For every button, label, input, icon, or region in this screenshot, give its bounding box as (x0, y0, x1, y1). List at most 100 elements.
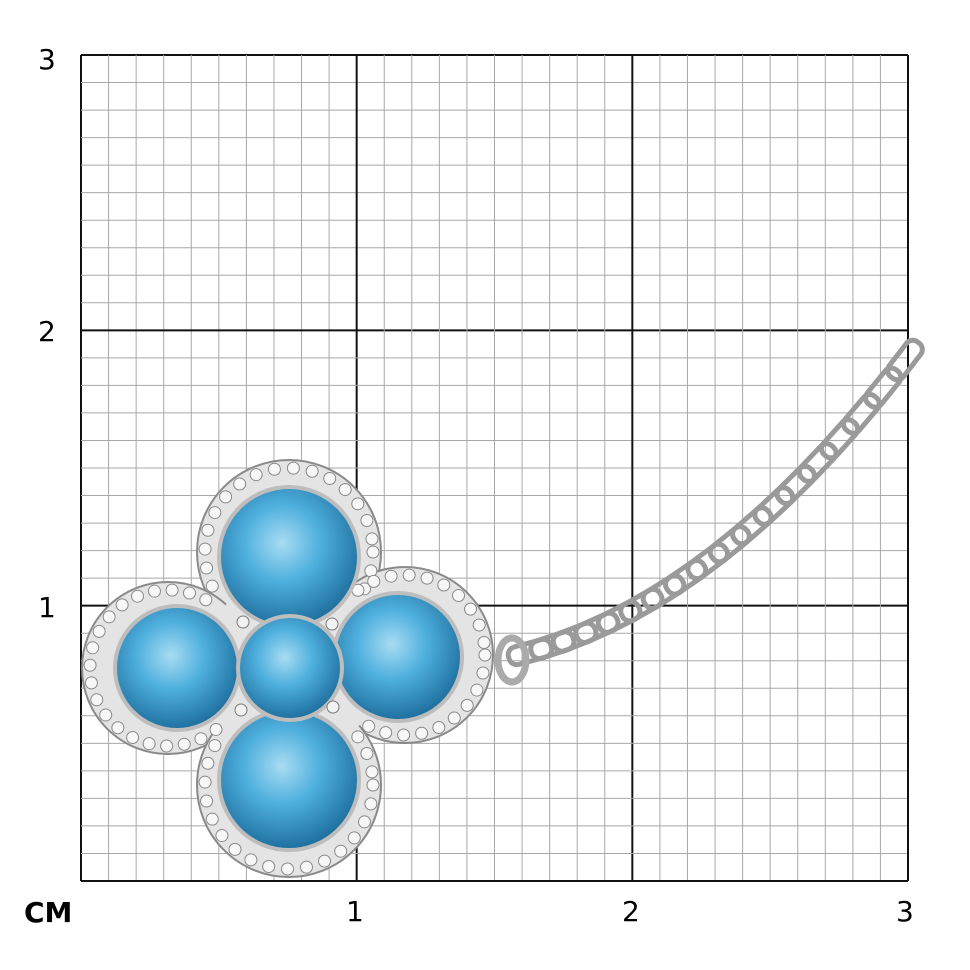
halo-diamond (472, 618, 486, 632)
halo-diamond (286, 461, 300, 475)
chain-link (640, 573, 687, 611)
chain-link (663, 558, 709, 597)
halo-diamond (364, 797, 378, 811)
halo-diamond (147, 584, 161, 598)
halo-diamond (198, 542, 212, 556)
x-tick-1: 1 (346, 895, 364, 928)
halo-diamond (228, 842, 242, 856)
halo-diamond (360, 747, 374, 761)
halo-diamond (478, 648, 492, 662)
halo-diamond (83, 658, 97, 672)
halo-diamond (379, 726, 393, 740)
halo-diamond (384, 569, 398, 583)
chain-link (618, 586, 665, 624)
stone-left (113, 604, 241, 732)
chain-link (573, 610, 621, 645)
chain-link (752, 485, 796, 527)
halo-diamond (432, 721, 446, 735)
halo-diamond (182, 586, 196, 600)
halo-diamond (317, 854, 331, 868)
chain-link (841, 392, 882, 436)
halo-diamond (351, 497, 365, 511)
chain-link (685, 541, 731, 582)
halo-diamond (249, 468, 263, 482)
chain-link (796, 441, 839, 484)
y-tick-2: 2 (38, 315, 56, 348)
halo-diamond (362, 719, 376, 733)
x-tick-3: 3 (896, 895, 914, 928)
halo-diamond (208, 739, 222, 753)
halo-diamond (357, 815, 371, 829)
halo-diamond (366, 778, 380, 792)
halo-diamond (131, 589, 145, 603)
halo-diamond (365, 765, 379, 779)
halo-diamond (244, 853, 258, 867)
chain-link (730, 505, 774, 547)
halo-diamond (111, 721, 125, 735)
chain-link (528, 629, 577, 662)
halo-diamond (201, 756, 215, 770)
y-tick-1: 1 (38, 591, 56, 624)
halo-diamond (476, 666, 490, 680)
halo-diamond (209, 722, 223, 736)
halo-diamond (402, 568, 416, 582)
halo-diamond (165, 583, 179, 597)
chain-link (774, 463, 817, 506)
halo-diamond (447, 711, 461, 725)
halo-diamond (205, 812, 219, 826)
halo-diamond (160, 739, 174, 753)
halo-diamond (200, 561, 214, 575)
halo-diamond (366, 545, 380, 559)
halo-diamond (299, 860, 313, 874)
chain-link (863, 365, 904, 410)
halo-diamond (334, 844, 348, 858)
halo-diamond (205, 579, 219, 593)
halo-diamond (200, 794, 214, 808)
halo-diamond (92, 624, 106, 638)
halo-diamond (86, 641, 100, 655)
chain (505, 337, 925, 668)
halo-diamond (437, 578, 451, 592)
chain-link (505, 636, 555, 668)
halo-diamond (90, 693, 104, 707)
stone-bottom (217, 708, 361, 852)
unit-label: CM (24, 896, 73, 929)
halo-diamond (267, 462, 281, 476)
chain-link (550, 620, 599, 654)
stone-right (332, 591, 464, 723)
halo-diamond (208, 506, 222, 520)
halo-diamond (338, 483, 352, 497)
blue-topaz-stones (113, 485, 464, 852)
halo-diamond (84, 676, 98, 690)
chain-link (707, 524, 752, 565)
halo-diamond (452, 589, 466, 603)
halo-diamond (233, 477, 247, 491)
chain-link (818, 417, 861, 461)
halo-diamond (470, 683, 484, 697)
halo-diamond (351, 730, 365, 744)
halo-diamond (397, 728, 411, 742)
halo-diamond (360, 514, 374, 528)
halo-diamond (215, 829, 229, 843)
halo-diamond (477, 635, 491, 649)
halo-diamond (102, 610, 116, 624)
halo-diamond (177, 737, 191, 751)
chain-link (885, 337, 925, 383)
halo-diamond (194, 732, 208, 746)
x-tick-2: 2 (622, 895, 640, 928)
halo-diamond (365, 532, 379, 546)
stone-center (236, 614, 344, 722)
y-tick-3: 3 (38, 43, 56, 76)
halo-diamonds (83, 461, 492, 876)
halo-diamond (201, 523, 215, 537)
halo-diamond (262, 860, 276, 874)
stone-top (217, 485, 361, 629)
halo-diamond (126, 730, 140, 744)
halo-diamond (415, 726, 429, 740)
halo-diamond (219, 490, 233, 504)
halo-diamond (198, 775, 212, 789)
halo-diamond (305, 464, 319, 478)
chain-link (595, 599, 643, 635)
